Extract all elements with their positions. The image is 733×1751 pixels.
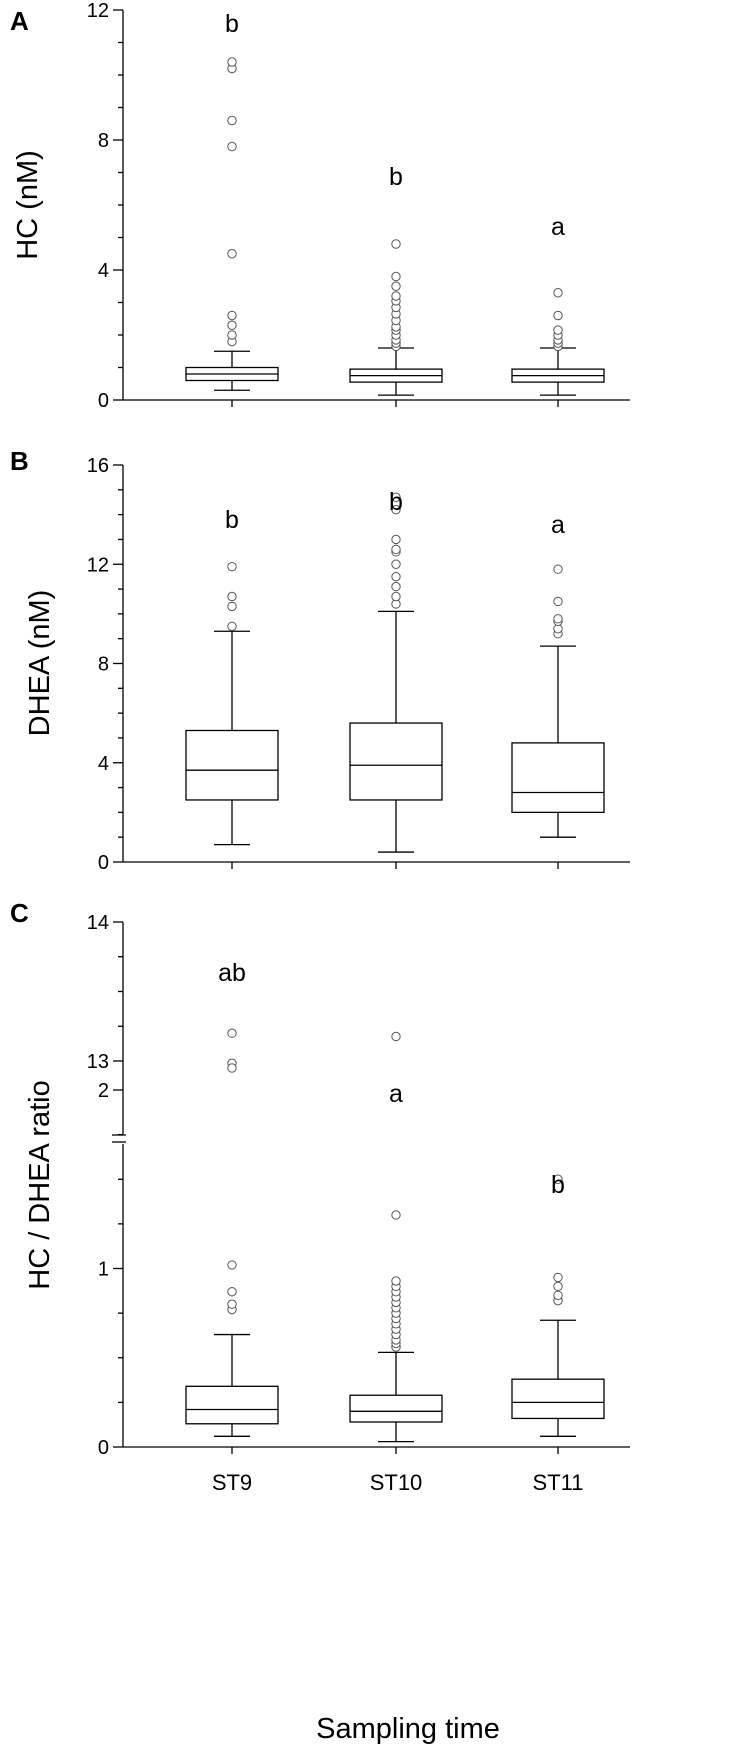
outlier-point <box>227 601 237 612</box>
y-tick-label: 8 <box>98 130 109 152</box>
outlier-point <box>553 288 563 298</box>
x-category-label: ST11 <box>533 1470 584 1495</box>
y-tick-label: 0 <box>98 390 109 412</box>
x-category-label: ST10 <box>370 1470 423 1495</box>
y-tick-label: 4 <box>98 753 109 775</box>
box-iqr <box>511 742 605 814</box>
outlier-point <box>553 310 563 321</box>
outlier-point <box>227 57 237 67</box>
panel-label: B <box>10 446 29 476</box>
outlier-point <box>227 1063 237 1073</box>
outlier-point <box>227 1299 237 1309</box>
y-tick-label: 0 <box>98 1437 109 1459</box>
outlier-point <box>227 1028 237 1038</box>
box-iqr <box>185 1385 279 1425</box>
y-tick-label: 0 <box>98 852 109 874</box>
panel-label: C <box>10 898 29 928</box>
y-tick-label: 13 <box>87 1051 109 1073</box>
outlier-point <box>391 534 401 545</box>
y-tick-label: 12 <box>87 0 109 22</box>
y-tick-label: 12 <box>87 554 109 576</box>
outlier-point <box>553 614 563 624</box>
y-axis-title: HC (nM) <box>12 150 44 260</box>
y-axis-title: HC / DHEA ratio <box>24 1080 56 1290</box>
outlier-point <box>391 239 401 249</box>
y-axis-title: DHEA (nM) <box>24 590 56 737</box>
outlier-point <box>553 596 563 607</box>
x-category-label: ST9 <box>212 1470 252 1495</box>
outlier-point <box>391 581 401 592</box>
box-iqr <box>511 1378 605 1420</box>
x-axis-title: Sampling time <box>316 1713 500 1745</box>
outlier-point <box>227 310 237 321</box>
panel-b: B 0 4 8 12 16 DHEA (nM) b b a <box>10 446 630 874</box>
outlier-point <box>227 141 237 152</box>
outlier-point <box>227 1287 237 1297</box>
outlier-point <box>553 1174 563 1184</box>
y-tick-label: 1 <box>98 1259 109 1281</box>
box-iqr <box>349 1394 443 1423</box>
significance-letter: b <box>225 506 239 534</box>
significance-letter: a <box>551 511 565 539</box>
outlier-point <box>391 271 401 282</box>
outlier-point <box>391 291 401 301</box>
significance-letter: b <box>551 1171 565 1199</box>
outlier-point <box>391 1031 401 1042</box>
significance-letter: ab <box>218 959 246 987</box>
outlier-point <box>227 621 237 631</box>
significance-letter: b <box>389 163 403 191</box>
box-iqr <box>349 722 443 801</box>
outlier-point <box>391 281 401 291</box>
significance-letter: a <box>551 213 565 241</box>
y-tick-label: 16 <box>87 455 109 477</box>
significance-letter: a <box>389 1080 403 1108</box>
outlier-point <box>227 115 237 126</box>
outlier-point <box>553 1290 563 1300</box>
significance-letter: b <box>389 488 403 516</box>
outlier-point <box>391 1210 401 1220</box>
x-category-labels: ST9 ST10 ST11 <box>212 1470 584 1495</box>
box-iqr <box>185 729 279 801</box>
outlier-point <box>391 591 401 602</box>
panel-label: A <box>10 6 29 36</box>
outlier-point <box>391 559 401 569</box>
outlier-point <box>391 492 401 502</box>
outlier-point <box>227 330 237 340</box>
outlier-point <box>553 325 563 335</box>
outlier-point <box>553 1272 563 1283</box>
outlier-point <box>553 564 563 574</box>
outlier-point <box>391 544 401 555</box>
outlier-point <box>227 249 237 259</box>
panel-a: A 0 4 8 12 HC (nM) b b a <box>10 0 630 412</box>
y-tick-label: 14 <box>87 912 109 934</box>
y-tick-label: 8 <box>98 654 109 676</box>
outlier-point <box>391 1276 401 1286</box>
outlier-point <box>391 504 401 515</box>
outlier-point <box>391 571 401 582</box>
outlier-point <box>553 1281 563 1292</box>
outlier-point <box>227 562 237 572</box>
y-tick-label: 2 <box>98 1080 109 1102</box>
outlier-point <box>227 591 237 602</box>
outlier-point <box>227 320 237 330</box>
significance-letter: b <box>225 10 239 38</box>
outlier-point <box>227 1260 237 1270</box>
y-tick-label: 4 <box>98 260 109 282</box>
